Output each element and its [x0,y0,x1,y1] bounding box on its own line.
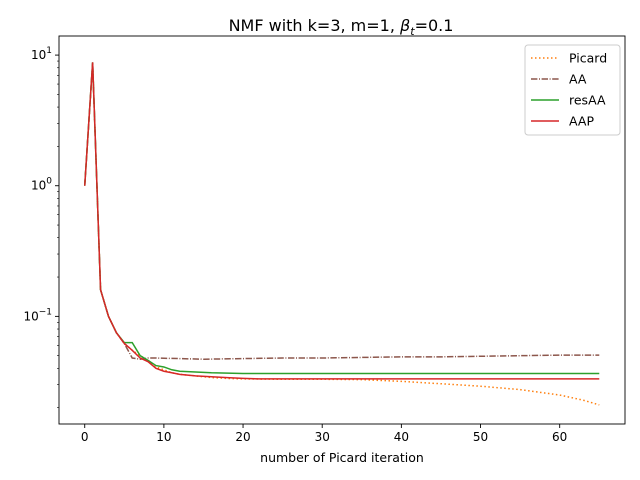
series-layer [83,62,600,406]
series-line-aap [83,62,600,380]
x-tick-label: 40 [394,430,409,444]
title-main: NMF with k=3, m=1, [229,16,400,35]
legend-label-picard: Picard [569,51,607,66]
x-tick-label: 0 [81,430,89,444]
title-tail: =0.1 [415,16,454,35]
x-tick-label: 30 [315,430,330,444]
x-axis-label: number of Picard iteration [260,450,424,465]
legend: Picard AA resAA AAP [524,44,621,136]
series-line-aa [83,62,600,360]
legend-label-aap: AAP [569,114,594,129]
y-tick-label: 10−1 [23,307,52,323]
axes-frame [58,35,626,425]
title-subscript: t [410,25,415,38]
legend-label-aa: AA [569,72,587,87]
x-tick-label: 50 [473,430,488,444]
ticks-layer: 0 10 20 30 40 50 60 101 100 10−1 [23,46,567,444]
legend-label-resaa: resAA [569,93,606,108]
title-beta: β [399,16,410,35]
legend-box [524,44,621,136]
x-tick-label: 10 [156,430,171,444]
y-tick-label: 101 [31,46,52,62]
x-tick-label: 60 [552,430,567,444]
y-tick-label: 100 [31,177,52,193]
chart-title: NMF with k=3, m=1, βt=0.1 [229,16,454,38]
x-tick-label: 20 [235,430,250,444]
